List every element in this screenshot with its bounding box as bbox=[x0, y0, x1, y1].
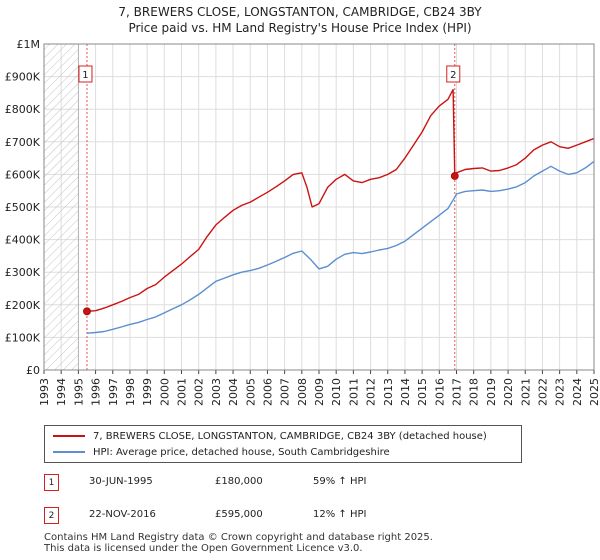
chart-title-line-2: Price paid vs. HM Land Registry's House … bbox=[128, 21, 472, 35]
footer-line-1: Contains HM Land Registry data © Crown c… bbox=[44, 532, 433, 543]
series-line-property bbox=[86, 88, 595, 312]
y-tick-label: £400K bbox=[5, 234, 41, 247]
sale-marker-2: 2 bbox=[44, 507, 59, 524]
y-tick-label: £900K bbox=[5, 71, 41, 84]
sale-marker-1: 1 bbox=[44, 474, 59, 491]
y-tick-label: £200K bbox=[5, 299, 41, 312]
legend-label-property: 7, BREWERS CLOSE, LONGSTANTON, CAMBRIDGE… bbox=[93, 430, 487, 442]
sale-label: 2 bbox=[450, 70, 456, 81]
legend-item-property: 7, BREWERS CLOSE, LONGSTANTON, CAMBRIDGE… bbox=[53, 429, 487, 443]
sale-hpi-change: 59% ↑ HPI bbox=[313, 476, 367, 487]
sale-label-box bbox=[78, 65, 93, 83]
x-tick-label: 2021 bbox=[519, 378, 532, 406]
axes: £0 £100K £200K £300K £400K £500K £600K £700K £80… bbox=[5, 38, 600, 406]
sale-point bbox=[450, 172, 459, 180]
y-tick-label: £600K bbox=[5, 168, 41, 181]
x-tick-label: 1997 bbox=[107, 378, 120, 406]
y-tick-label: £800K bbox=[5, 103, 41, 116]
chart-title-line-1: 7, BREWERS CLOSE, LONGSTANTON, CAMBRIDGE… bbox=[118, 5, 482, 19]
x-tick-label: 2005 bbox=[244, 378, 257, 406]
x-tick-label: 1998 bbox=[124, 378, 137, 406]
x-tick-label: 1993 bbox=[38, 378, 51, 406]
x-tick-label: 1995 bbox=[72, 378, 85, 406]
x-tick-label: 2024 bbox=[571, 378, 584, 406]
x-tick-label: 2018 bbox=[468, 378, 481, 406]
x-tick-label: 2002 bbox=[193, 378, 206, 406]
grid bbox=[43, 43, 595, 371]
x-tick-label: 1999 bbox=[141, 378, 154, 406]
x-tick-label: 2009 bbox=[313, 378, 326, 406]
x-tick-label: 2016 bbox=[433, 378, 446, 406]
x-tick-label: 2011 bbox=[347, 378, 360, 406]
footer: Contains HM Land Registry data © Crown c… bbox=[44, 532, 433, 554]
sale-price: £180,000 bbox=[215, 476, 263, 487]
hatched-region bbox=[43, 43, 79, 371]
legend-label-hpi: HPI: Average price, detached house, Sout… bbox=[93, 446, 390, 458]
x-tick-label: 2023 bbox=[554, 378, 567, 406]
x-tick-label: 2025 bbox=[588, 378, 600, 406]
legend-item-hpi: HPI: Average price, detached house, Sout… bbox=[53, 445, 390, 459]
x-tick-label: 2008 bbox=[296, 378, 309, 406]
x-tick-label: 2006 bbox=[261, 378, 274, 406]
series-line-hpi bbox=[86, 160, 595, 334]
legend-swatch-hpi bbox=[53, 451, 85, 453]
x-tick-label: 2013 bbox=[382, 378, 395, 406]
x-tick-label: 2022 bbox=[536, 378, 549, 406]
sale-date: 30-JUN-1995 bbox=[89, 476, 153, 487]
y-tick-label: £1M bbox=[17, 38, 41, 51]
sale-hpi-change: 12% ↑ HPI bbox=[313, 509, 367, 520]
x-tick-label: 2015 bbox=[416, 378, 429, 406]
x-tick-label: 2003 bbox=[210, 378, 223, 406]
x-tick-label: 2010 bbox=[330, 378, 343, 406]
x-tick-label: 1996 bbox=[90, 378, 103, 406]
x-tick-label: 2004 bbox=[227, 378, 240, 406]
legend: 7, BREWERS CLOSE, LONGSTANTON, CAMBRIDGE… bbox=[44, 425, 522, 463]
sale-point bbox=[83, 307, 91, 316]
x-tick-label: 2017 bbox=[451, 378, 464, 406]
sale-date: 22-NOV-2016 bbox=[89, 509, 156, 520]
x-tick-label: 2014 bbox=[399, 378, 412, 406]
sale-price: £595,000 bbox=[215, 509, 263, 520]
footer-line-2: This data is licensed under the Open Gov… bbox=[44, 543, 363, 554]
y-tick-label: £100K bbox=[5, 331, 41, 344]
x-tick-label: 2012 bbox=[365, 378, 378, 406]
y-tick-label: £0 bbox=[26, 364, 40, 377]
x-tick-label: 1994 bbox=[55, 378, 68, 406]
y-tick-label: £700K bbox=[5, 136, 41, 149]
x-tick-label: 2007 bbox=[279, 378, 292, 406]
sale-label: 1 bbox=[82, 70, 88, 81]
y-tick-label: £300K bbox=[5, 266, 41, 279]
x-tick-label: 2001 bbox=[176, 378, 189, 406]
series-lines bbox=[86, 88, 595, 334]
y-tick-label: £500K bbox=[5, 201, 41, 214]
x-tick-label: 2019 bbox=[485, 378, 498, 406]
sale-label-box bbox=[446, 65, 461, 83]
x-tick-label: 2020 bbox=[502, 378, 515, 406]
legend-swatch-property bbox=[53, 435, 85, 437]
plot-border bbox=[43, 43, 595, 371]
x-tick-label: 2000 bbox=[158, 378, 171, 406]
pre-data-hatched-region bbox=[43, 43, 79, 371]
